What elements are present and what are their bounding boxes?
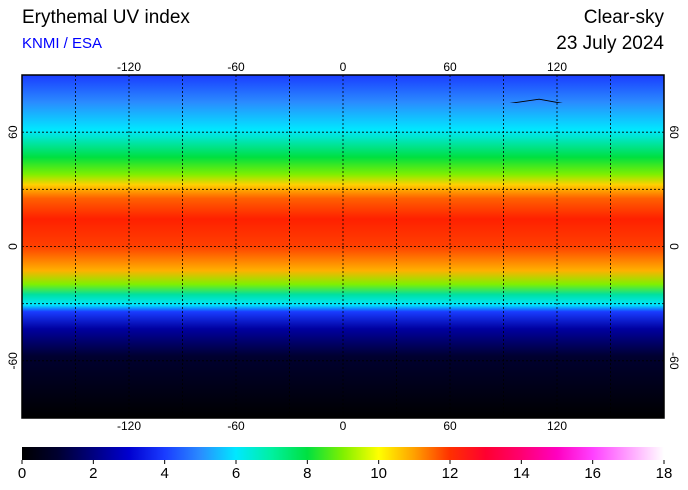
colorbar-tick-label: 10 [370, 465, 387, 482]
colorbar-tick-label: 4 [160, 465, 168, 482]
colorbar-tick-label: 12 [442, 465, 459, 482]
lon-tick-label-bottom: -120 [117, 419, 141, 433]
lat-tick-label-left: -60 [6, 352, 20, 370]
lon-tick-label-top: -60 [227, 60, 245, 74]
axis-labels: -120 -120 -60 -60 0 0 60 60 120 120 60 60 0 0 -60 -60 [6, 60, 681, 433]
lon-tick-label-top: 120 [547, 60, 567, 74]
lon-tick-label-bottom: -60 [227, 419, 245, 433]
colorbar-tick-label: 0 [18, 465, 26, 482]
lat-tick-label-right: 60 [667, 125, 681, 139]
map-frame [21, 74, 665, 419]
colorbar-tick-label: 8 [303, 465, 311, 482]
condition: Clear-sky [584, 7, 665, 28]
colorbar-tick-label: 6 [232, 465, 240, 482]
lon-tick-label-bottom: 120 [547, 419, 567, 433]
lon-tick-label-bottom: 60 [443, 419, 457, 433]
colorbar-tick-label: 16 [584, 465, 601, 482]
lat-tick-label-left: 0 [6, 243, 20, 250]
lon-tick-label-bottom: 0 [340, 419, 347, 433]
lat-tick-label-left: 60 [6, 125, 20, 139]
colorbar-tick-label: 18 [656, 465, 673, 482]
lat-tick-label-right: -60 [667, 352, 681, 370]
colorbar-ticks: 0 2 4 6 8 10 12 14 16 18 [18, 460, 673, 482]
lat-tick-label-right: 0 [667, 243, 681, 250]
lon-tick-label-top: -120 [117, 60, 141, 74]
title: Erythemal UV index [22, 7, 190, 28]
source: KNMI / ESA [22, 35, 102, 52]
colorbar [22, 447, 664, 460]
graticule [22, 75, 664, 418]
colorbar-tick-label: 14 [513, 465, 530, 482]
colorbar-tick-label: 2 [89, 465, 97, 482]
lon-tick-label-top: 60 [443, 60, 457, 74]
date: 23 July 2024 [556, 33, 664, 54]
lon-tick-label-top: 0 [340, 60, 347, 74]
